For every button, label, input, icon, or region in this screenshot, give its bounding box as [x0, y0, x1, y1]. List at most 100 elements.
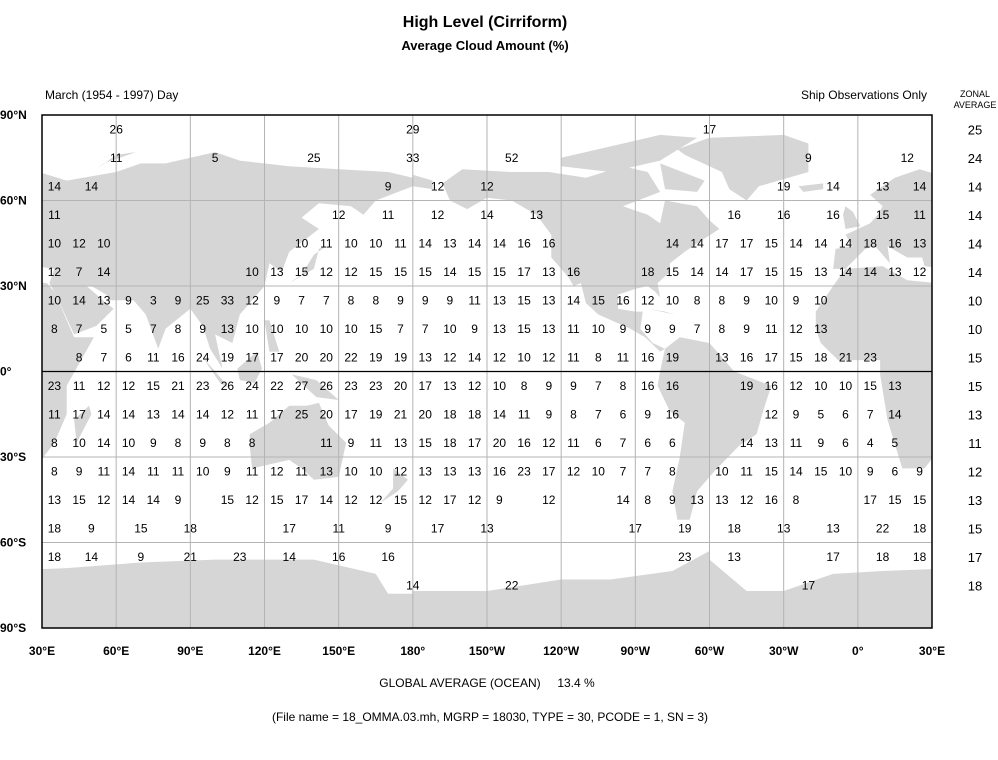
land-chukotka — [412, 174, 433, 190]
land-south-america — [657, 337, 772, 520]
cell-value: 14 — [666, 236, 680, 250]
cell-value: 26 — [221, 379, 235, 393]
cell-value: 7 — [76, 322, 83, 336]
cell-value: 5 — [100, 322, 107, 336]
cell-value: 20 — [320, 407, 334, 421]
lon-tick-label: 120°W — [543, 644, 580, 658]
cell-value: 15 — [666, 265, 680, 279]
zonal-average-value: 15 — [968, 521, 982, 536]
cell-value: 18 — [728, 521, 742, 535]
cell-value: 12 — [542, 493, 556, 507]
cell-value: 5 — [212, 151, 219, 165]
cell-value: 12 — [765, 407, 779, 421]
cell-value: 16 — [567, 265, 581, 279]
cell-value: 17 — [802, 578, 816, 592]
cell-value: 13 — [777, 521, 791, 535]
cell-value: 27 — [295, 379, 309, 393]
cell-value: 12 — [567, 464, 581, 478]
cell-value: 10 — [814, 293, 828, 307]
lon-tick-label: 90°E — [177, 644, 203, 658]
cell-value: 14 — [493, 407, 507, 421]
cell-value: 16 — [641, 379, 655, 393]
cell-value: 12 — [542, 350, 556, 364]
cell-value: 23 — [196, 379, 210, 393]
cell-value: 15 — [419, 265, 433, 279]
cell-value: 19 — [394, 350, 408, 364]
cell-value: 8 — [521, 379, 528, 393]
cell-value: 9 — [199, 436, 206, 450]
cell-value: 7 — [150, 322, 157, 336]
cell-value: 9 — [817, 436, 824, 450]
cell-value: 5 — [817, 407, 824, 421]
cell-value: 15 — [221, 493, 235, 507]
cell-value: 6 — [892, 464, 899, 478]
cell-value: 6 — [644, 436, 651, 450]
cell-value: 13 — [419, 464, 433, 478]
cell-value: 14 — [814, 236, 828, 250]
cell-value: 15 — [394, 493, 408, 507]
cell-value: 16 — [493, 464, 507, 478]
file-info: (File name = 18_OMMA.03.mh, MGRP = 18030… — [272, 710, 708, 724]
cell-value: 14 — [616, 493, 630, 507]
cell-value: 24 — [196, 350, 210, 364]
cell-value: 18 — [48, 521, 62, 535]
cell-value: 14 — [97, 436, 111, 450]
cell-value: 14 — [122, 464, 136, 478]
cell-value: 10 — [295, 236, 309, 250]
cell-value: 10 — [122, 436, 136, 450]
cell-value: 16 — [641, 350, 655, 364]
cell-value: 18 — [913, 521, 927, 535]
land-britain — [843, 206, 861, 229]
global-average-value: 13.4 % — [557, 676, 595, 690]
cell-value: 14 — [493, 236, 507, 250]
cell-value: 12 — [468, 493, 482, 507]
cell-value: 11 — [48, 208, 61, 222]
cell-value: 7 — [867, 407, 874, 421]
cell-value: 15 — [864, 379, 878, 393]
cell-value: 10 — [715, 464, 729, 478]
cell-value: 10 — [245, 265, 259, 279]
cell-value: 17 — [72, 407, 86, 421]
cell-value: 12 — [344, 493, 358, 507]
cell-value: 7 — [644, 464, 651, 478]
land-antarctica — [42, 559, 413, 628]
cell-value: 23 — [48, 379, 62, 393]
land-sumatra — [202, 357, 230, 389]
zonal-average-value: 17 — [968, 550, 982, 565]
cell-value: 20 — [394, 379, 408, 393]
cell-value: 13 — [765, 436, 779, 450]
cell-value: 13 — [715, 493, 729, 507]
cell-value: 15 — [419, 436, 433, 450]
cell-value: 13 — [480, 521, 494, 535]
cell-value: 6 — [595, 436, 602, 450]
cell-value: 9 — [348, 436, 355, 450]
lon-tick-label: 120°E — [248, 644, 281, 658]
cell-value: 11 — [913, 208, 926, 222]
cell-value: 10 — [72, 436, 86, 450]
land-cuba — [647, 308, 675, 315]
cell-value: 11 — [73, 379, 86, 393]
cell-value: 10 — [765, 293, 779, 307]
cell-value: 9 — [447, 293, 454, 307]
cell-value: 12 — [245, 293, 259, 307]
lat-tick-label: 0° — [0, 365, 12, 379]
cell-value: 7 — [595, 379, 602, 393]
zonal-average-value: 11 — [968, 436, 982, 451]
land-novaya-zemlya — [986, 152, 998, 169]
cell-value: 11 — [740, 464, 753, 478]
cell-value: 11 — [790, 436, 803, 450]
cell-value: 15 — [369, 322, 383, 336]
cell-value: 13 — [221, 322, 235, 336]
cell-value: 12 — [245, 493, 259, 507]
cell-value: 7 — [323, 293, 330, 307]
cell-value: 12 — [97, 493, 111, 507]
cell-value: 19 — [666, 350, 680, 364]
cell-value: 13 — [888, 265, 902, 279]
cell-value: 9 — [422, 293, 429, 307]
cell-value: 7 — [397, 322, 404, 336]
cell-value: 18 — [184, 521, 198, 535]
cell-value: 14 — [97, 265, 111, 279]
cell-value: 13 — [690, 493, 704, 507]
cell-value: 12 — [344, 265, 358, 279]
